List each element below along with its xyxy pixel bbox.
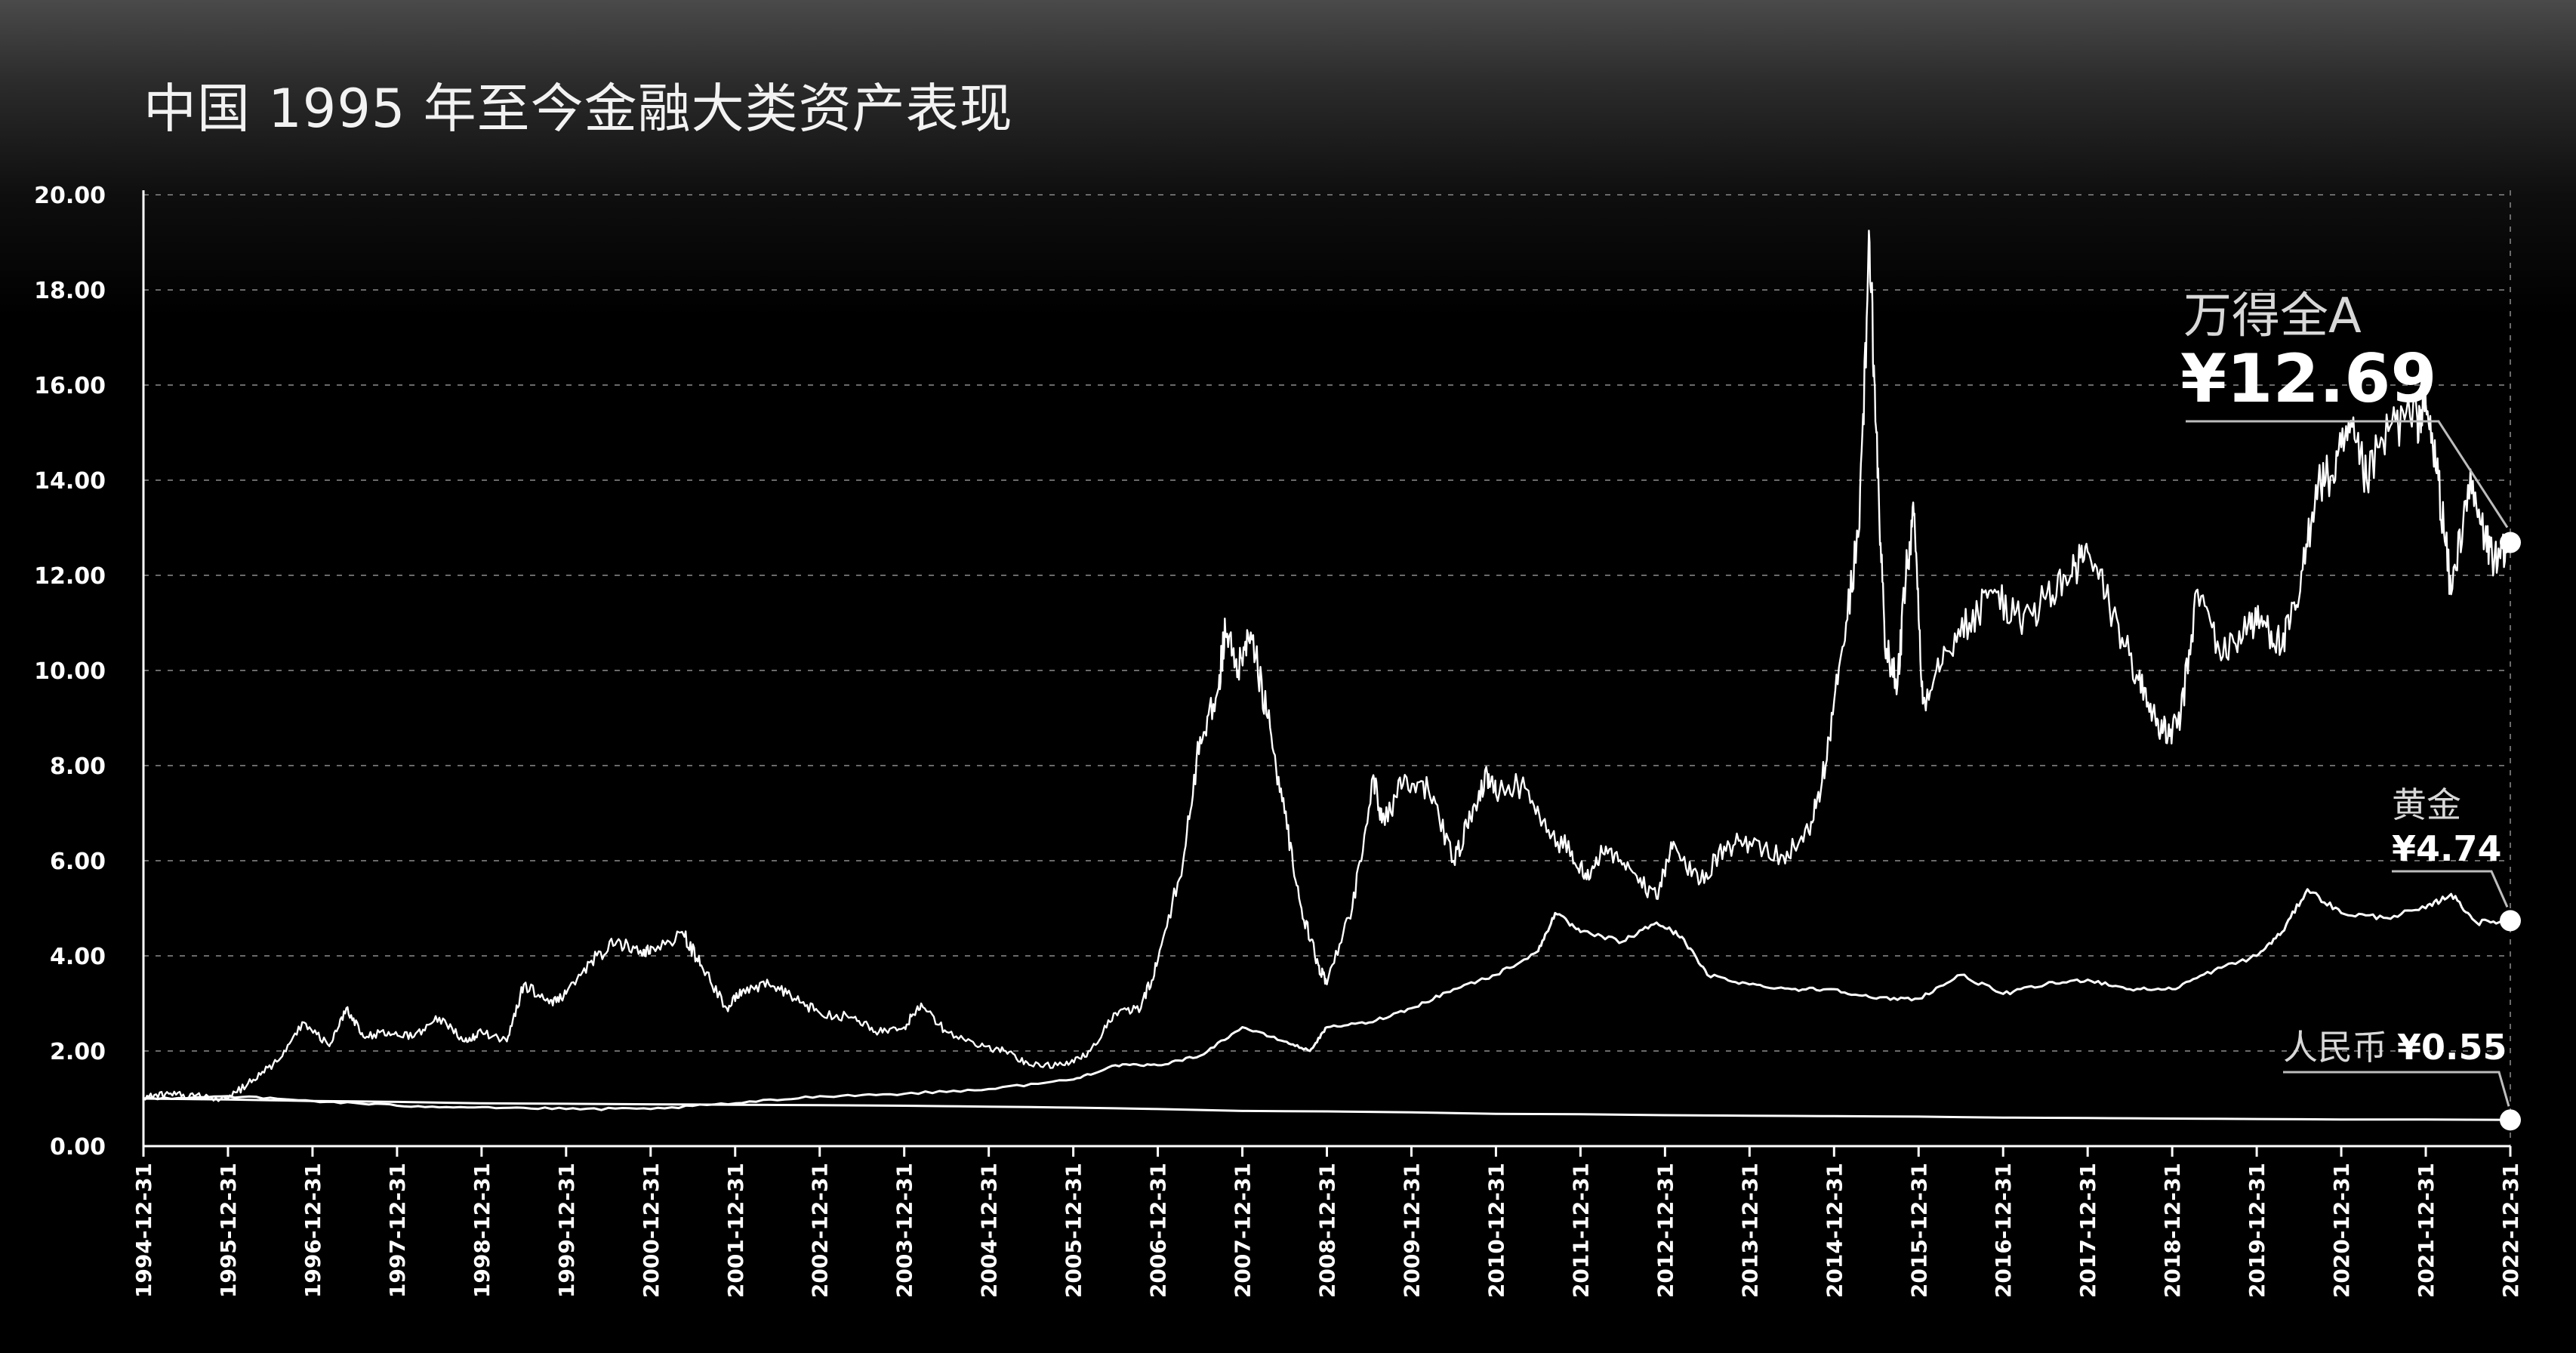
series-leader-line (2186, 420, 2509, 529)
x-tick-label: 2014-12-31 (1822, 1163, 1847, 1298)
chart-title: 中国 1995 年至今金融大类资产表现 (143, 78, 1013, 140)
y-tick-label: 14.00 (34, 468, 106, 495)
x-tick-label: 1996-12-31 (300, 1163, 325, 1298)
y-tick-label: 8.00 (50, 754, 106, 780)
x-tick-label: 1994-12-31 (131, 1163, 156, 1298)
y-tick-label: 18.00 (34, 278, 106, 304)
x-tick-label: 2012-12-31 (1653, 1163, 1678, 1298)
x-tick-label: 2002-12-31 (808, 1163, 833, 1298)
series-name-label: 万得全A (2183, 288, 2362, 344)
y-tick-label: 2.00 (50, 1039, 106, 1065)
series-line (143, 888, 2511, 1111)
series-value-label: ¥12.69 (2180, 340, 2437, 418)
x-tick-label: 2019-12-31 (2245, 1163, 2269, 1298)
y-tick-label: 10.00 (34, 658, 106, 685)
x-tick-label: 2008-12-31 (1315, 1163, 1340, 1298)
y-tick-label: 4.00 (50, 944, 106, 970)
y-tick-label: 20.00 (34, 183, 106, 209)
x-tick-label: 1999-12-31 (554, 1163, 579, 1298)
x-tick-label: 2021-12-31 (2414, 1163, 2439, 1298)
x-tick-label: 2022-12-31 (2498, 1163, 2523, 1298)
series-value-label: ¥4.74 (2392, 828, 2502, 869)
x-tick-label: 1997-12-31 (385, 1163, 410, 1298)
series-end-point (2500, 1109, 2521, 1131)
x-tick-label: 2003-12-31 (892, 1163, 917, 1298)
x-axis-ticks: 1994-12-31 1995-12-31 1996-12-31 1997-12-31… (131, 1146, 2523, 1298)
series-leader-line (2283, 1071, 2510, 1107)
series-leader-line (2392, 870, 2509, 908)
series-name-label: 黄金 (2392, 784, 2461, 825)
x-tick-label: 2006-12-31 (1146, 1163, 1171, 1298)
x-tick-label: 2020-12-31 (2329, 1163, 2354, 1298)
series-name-label: 人民币 (2283, 1027, 2387, 1068)
x-tick-label: 1995-12-31 (216, 1163, 241, 1298)
x-tick-label: 2011-12-31 (1568, 1163, 1593, 1298)
x-tick-label: 2015-12-31 (1906, 1163, 1931, 1298)
grid-lines (143, 194, 2510, 1052)
series-end-point (2500, 910, 2521, 932)
series-line (143, 230, 2512, 1102)
y-tick-label: 6.00 (50, 849, 106, 875)
x-tick-label: 2017-12-31 (2075, 1163, 2100, 1298)
x-tick-label: 2007-12-31 (1231, 1163, 1256, 1298)
series-lines (143, 230, 2521, 1131)
x-tick-label: 2010-12-31 (1484, 1163, 1508, 1298)
series-value-label: ¥0.55 (2397, 1027, 2507, 1068)
x-tick-label: 2013-12-31 (1737, 1163, 1762, 1298)
x-tick-label: 2018-12-31 (2160, 1163, 2185, 1298)
series-labels: 万得全A¥12.69 黄金¥4.74 人民币 ¥0.55 (2180, 288, 2510, 1107)
x-tick-label: 2009-12-31 (1399, 1163, 1424, 1298)
series-line (143, 1097, 2511, 1121)
x-tick-label: 2001-12-31 (723, 1163, 748, 1298)
y-tick-label: 16.00 (34, 373, 106, 399)
series-end-point (2500, 532, 2521, 553)
x-tick-label: 2005-12-31 (1062, 1163, 1086, 1298)
x-tick-label: 1998-12-31 (470, 1163, 495, 1298)
y-tick-label: 12.00 (34, 563, 106, 590)
axes (142, 190, 2511, 1148)
x-tick-label: 2016-12-31 (1991, 1163, 2016, 1298)
x-tick-label: 2000-12-31 (639, 1163, 664, 1298)
x-tick-label: 2004-12-31 (977, 1163, 1002, 1298)
y-tick-label: 0.00 (50, 1134, 106, 1160)
y-axis-ticks: 0.00 2.00 4.00 6.00 8.00 10.00 12.00 14.00 16.00… (34, 183, 106, 1160)
